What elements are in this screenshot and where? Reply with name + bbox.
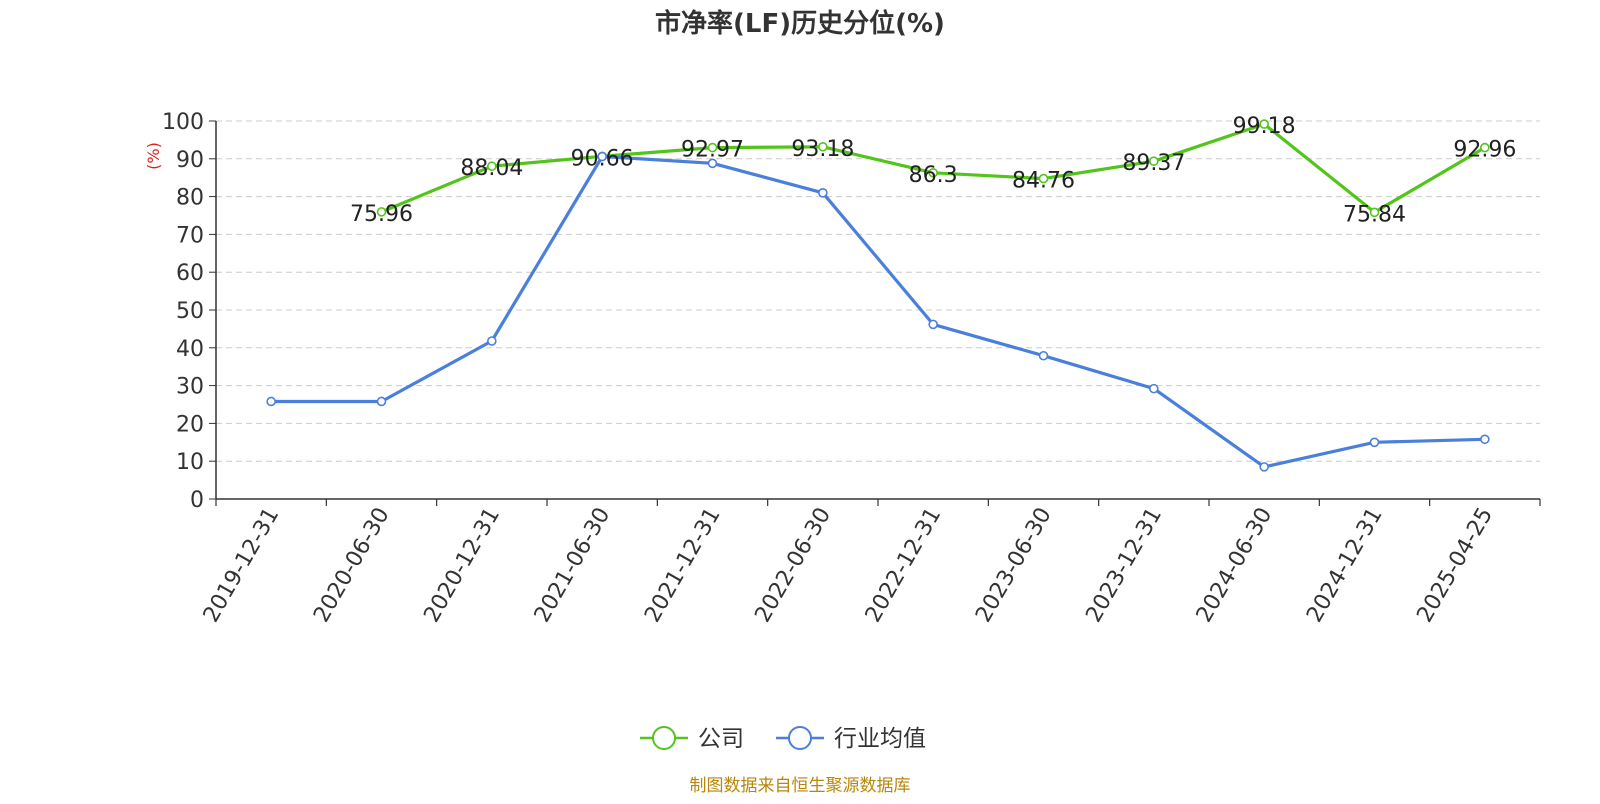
y-tick-label: 30 xyxy=(176,375,204,400)
data-label: 75.84 xyxy=(1343,202,1406,227)
series-line-1 xyxy=(271,154,1485,469)
chart-title: 市净率(LF)历史分位(%) xyxy=(655,8,945,39)
data-point xyxy=(1480,142,1490,153)
x-tick-label: 2022-06-30 xyxy=(750,504,836,627)
data-point xyxy=(376,207,387,217)
data-point xyxy=(928,319,938,330)
grid-layer xyxy=(216,120,1540,462)
label-layer: 75.96 88.04 90.66 92.97 93.18 86.3 84.76 89.37 9… xyxy=(350,114,1516,227)
y-tick-label: 40 xyxy=(176,337,204,362)
data-point xyxy=(1038,350,1049,361)
y-tick-label: 80 xyxy=(176,186,204,211)
y-tick-label: 0 xyxy=(190,488,204,513)
data-label: 88.04 xyxy=(460,156,523,181)
y-tick-label: 20 xyxy=(176,412,204,437)
data-label: 89.37 xyxy=(1122,151,1185,176)
data-point xyxy=(487,336,497,346)
data-point xyxy=(818,141,828,152)
data-point xyxy=(376,396,387,407)
data-label: 99.18 xyxy=(1233,114,1296,139)
data-point xyxy=(818,188,828,198)
data-source-note: 制图数据来自恒生聚源数据库 xyxy=(690,776,911,796)
data-point xyxy=(928,167,938,178)
data-point xyxy=(1149,156,1159,166)
data-point xyxy=(487,161,497,172)
x-tick-label: 2025-04-25 xyxy=(1412,504,1498,627)
x-tick-label: 2021-06-30 xyxy=(530,504,616,627)
legend-label-1: 行业均值 xyxy=(834,726,926,752)
legend-marker-1 xyxy=(788,726,812,750)
data-point xyxy=(1369,437,1380,448)
data-point xyxy=(597,151,607,162)
data-point xyxy=(1038,173,1049,184)
data-point xyxy=(1259,462,1269,472)
legend: 公司 行业均值 xyxy=(640,726,926,752)
data-label: 92.96 xyxy=(1453,138,1516,163)
x-tick-label: 2020-06-30 xyxy=(309,504,395,627)
series-layer xyxy=(266,119,1490,472)
axis-layer: 0 10 20 30 40 50 60 70 80 90 100 2019-12-31 2020-06-… xyxy=(162,110,1541,627)
legend-label-0: 公司 xyxy=(698,726,744,752)
x-tick-label: 2024-06-30 xyxy=(1192,504,1278,627)
data-label: 90.66 xyxy=(571,146,634,171)
y-axis-label: (%) xyxy=(144,142,163,170)
data-point xyxy=(707,142,718,153)
x-tick-label: 2023-12-31 xyxy=(1081,504,1167,627)
x-tick-label: 2023-06-30 xyxy=(971,504,1057,627)
data-label: 86.3 xyxy=(909,163,958,188)
data-label: 75.96 xyxy=(350,202,413,227)
legend-marker-0 xyxy=(652,726,676,750)
x-tick-label: 2021-12-31 xyxy=(640,504,726,627)
y-tick-label: 50 xyxy=(176,299,204,324)
data-point xyxy=(266,396,276,407)
x-tick-label: 2024-12-31 xyxy=(1302,504,1388,627)
data-label: 93.18 xyxy=(791,137,854,162)
data-label: 92.97 xyxy=(681,138,744,163)
x-tick-label: 2020-12-31 xyxy=(419,504,505,627)
x-tick-label: 2022-12-31 xyxy=(861,504,947,627)
data-point xyxy=(1369,207,1380,218)
data-point xyxy=(1480,434,1490,445)
y-tick-label: 90 xyxy=(176,148,204,173)
data-label: 84.76 xyxy=(1012,169,1075,194)
x-tick-label: 2019-12-31 xyxy=(199,504,285,627)
data-point xyxy=(1149,383,1159,394)
y-tick-label: 100 xyxy=(162,110,204,135)
y-tick-label: 70 xyxy=(176,223,204,248)
y-tick-label: 10 xyxy=(176,450,204,475)
data-point xyxy=(1259,119,1269,129)
data-point xyxy=(707,158,718,169)
y-tick-label: 60 xyxy=(176,261,204,286)
